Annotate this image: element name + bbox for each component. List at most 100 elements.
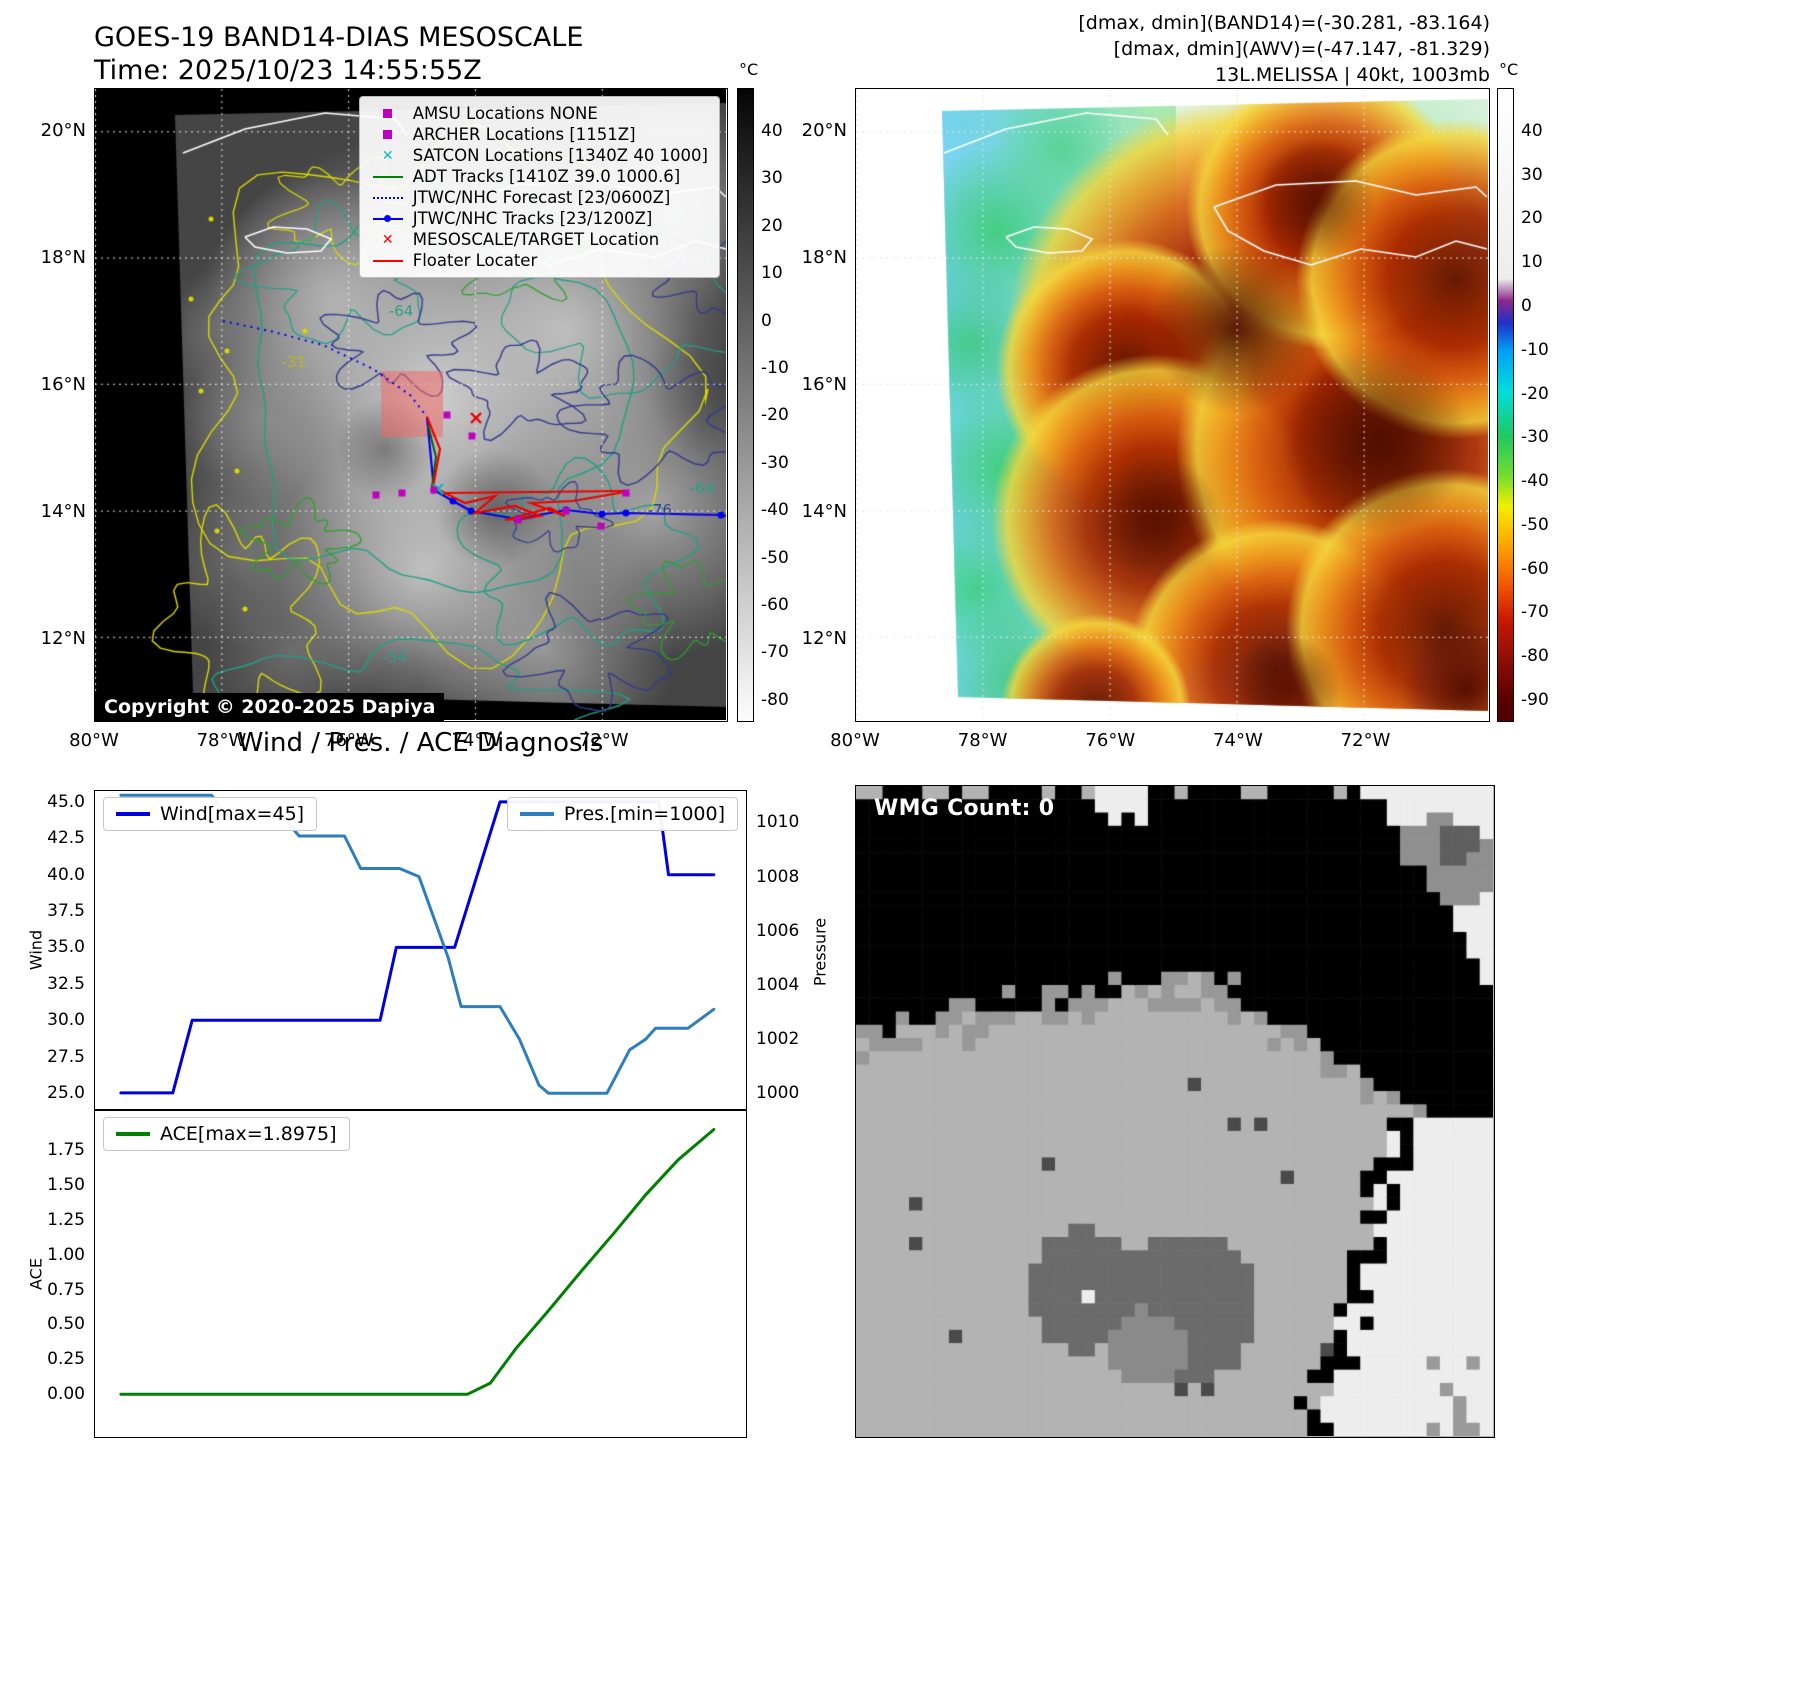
ace-axis-label: ACE xyxy=(26,1258,46,1290)
y-tick-label: 0.75 xyxy=(47,1279,85,1300)
y-tick-label: 1.75 xyxy=(47,1140,85,1161)
chart-legend: Pres.[min=1000] xyxy=(506,797,738,831)
line-marker-icon xyxy=(372,175,403,178)
legend-item: ARCHER Locations [1151Z] xyxy=(371,125,708,144)
awv-colorbar-unit: °C xyxy=(1499,60,1519,79)
contour-label: -54 xyxy=(382,647,407,666)
colorbar-tick-label: 30 xyxy=(1521,164,1543,185)
colorbar-tick-label: 30 xyxy=(761,168,783,189)
y-tick-label: 1.50 xyxy=(47,1174,85,1195)
colorbar-tick-label: -20 xyxy=(1521,383,1549,404)
lon-tick-label: 74°W xyxy=(1213,730,1263,751)
legend-marker xyxy=(371,259,405,262)
line-marker-icon xyxy=(372,259,403,262)
y2-tick-label: 1000 xyxy=(756,1083,800,1104)
legend-item-label: MESOSCALE/TARGET Location xyxy=(412,230,660,249)
legend-line-swatch xyxy=(116,1132,150,1136)
colorbar-tick-label: 10 xyxy=(761,263,783,284)
colorbar-tick-label: -60 xyxy=(761,595,789,615)
legend-item-label: ARCHER Locations [1151Z] xyxy=(412,125,636,144)
legend-line-swatch xyxy=(519,812,554,816)
y2-tick-label: 1006 xyxy=(756,920,800,941)
lon-tick-label: 72°W xyxy=(578,730,629,751)
x-marker-icon: ✕ xyxy=(381,147,394,164)
lon-tick-label: 78°W xyxy=(196,730,247,751)
legend-item-label: SATCON Locations [1340Z 40 1000] xyxy=(412,146,708,165)
copyright-label: Copyright © 2020-2025 Dapiya xyxy=(95,693,445,721)
wmg-count-label: WMG Count: 0 xyxy=(874,796,1055,821)
contour-label: -76 xyxy=(647,500,672,519)
colorbar-tick-label: -30 xyxy=(1521,427,1549,448)
colorbar-tick-label: -80 xyxy=(761,689,789,710)
legend-marker: ✕ xyxy=(371,233,405,247)
square-marker-icon xyxy=(383,109,393,118)
legend-marker xyxy=(371,109,405,118)
lat-tick-label: 18°N xyxy=(801,246,847,268)
awv-header-block: [dmax, dmin](BAND14)=(-30.281, -83.164) … xyxy=(1078,10,1490,88)
legend-label: ACE[max=1.8975] xyxy=(160,1123,337,1145)
legend-item: ✕ MESOSCALE/TARGET Location xyxy=(371,230,708,249)
chart-legend: ACE[max=1.8975] xyxy=(103,1117,350,1151)
lon-tick-label: 74°W xyxy=(451,730,502,751)
y-tick-label: 45.0 xyxy=(47,791,85,812)
legend-item: JTWC/NHC Tracks [23/1200Z] xyxy=(371,209,708,228)
ace-chart: 0.00 0.25 0.50 0.75 1.00 1.25 1.50 1.75 ACE[max=… xyxy=(47,1110,747,1438)
lat-tick-label: 14°N xyxy=(801,501,847,523)
y-tick-label: 30.0 xyxy=(47,1010,85,1031)
lat-tick-label: 18°N xyxy=(40,246,86,268)
lat-tick-label: 12°N xyxy=(801,627,847,649)
y2-tick-label: 1004 xyxy=(756,974,800,995)
colorbar-tick-label: -50 xyxy=(761,547,789,568)
legend-item-label: AMSU Locations NONE xyxy=(412,104,598,123)
legend-item: JTWC/NHC Forecast [23/0600Z] xyxy=(371,188,708,207)
y2-tick-label: 1008 xyxy=(756,866,800,887)
y2-tick-label: 1010 xyxy=(756,812,800,833)
chart-plot-area xyxy=(119,1128,716,1396)
diagnosis-title: Wind / Pres. / ACE Diagnosis xyxy=(237,728,604,758)
contour-label: -31 xyxy=(281,352,307,371)
lon-tick-label: 76°W xyxy=(324,730,374,751)
chart-legend: Wind[max=45] xyxy=(103,797,318,831)
lat-tick-label: 20°N xyxy=(801,119,847,141)
legend-item-label: Floater Locater xyxy=(412,251,538,270)
colorbar-tick-label: 0 xyxy=(761,310,772,331)
legend-label: Wind[max=45] xyxy=(160,803,305,825)
y-tick-label: 27.5 xyxy=(47,1046,85,1067)
band14-colorbar xyxy=(737,88,754,722)
colorbar-tick-label: -70 xyxy=(761,642,789,663)
colorbar-tick-label: -70 xyxy=(1521,602,1549,623)
colorbar-tick-label: -10 xyxy=(1521,339,1549,360)
y-tick-label: 37.5 xyxy=(47,901,85,922)
lat-tick-label: 14°N xyxy=(40,501,86,523)
awv-header-band14-range: [dmax, dmin](BAND14)=(-30.281, -83.164) xyxy=(1078,12,1490,34)
legend-item: ADT Tracks [1410Z 39.0 1000.6] xyxy=(371,167,708,186)
colorbar-tick-label: -50 xyxy=(1521,514,1549,535)
chart-plot-area xyxy=(119,793,716,1095)
wind-axis-label: Wind xyxy=(26,929,46,971)
x-marker-icon: ✕ xyxy=(381,231,394,248)
legend-line-swatch xyxy=(116,812,150,816)
colorbar-tick-label: 40 xyxy=(1521,120,1543,141)
line-marker-icon xyxy=(372,196,403,199)
legend-item: AMSU Locations NONE xyxy=(371,104,708,123)
y-tick-label: 1.25 xyxy=(47,1209,85,1230)
series-line xyxy=(119,800,716,1095)
dot-marker-icon xyxy=(383,215,391,222)
awv-satellite-image xyxy=(856,89,1488,720)
wind-pressure-chart: 25.0 27.5 30.0 32.5 35.0 37.5 40.0 42.5 45.0 1000… xyxy=(47,790,799,1110)
legend-marker xyxy=(371,175,405,178)
awv-header-awv-range: [dmax, dmin](AWV)=(-47.147, -81.329) xyxy=(1113,38,1490,60)
colorbar-tick-label: -40 xyxy=(1521,471,1549,492)
legend-marker: ✕ xyxy=(371,149,405,163)
legend-item-label: ADT Tracks [1410Z 39.0 1000.6] xyxy=(412,167,681,186)
lat-tick-label: 16°N xyxy=(40,373,86,395)
legend-item: ✕ SATCON Locations [1340Z 40 1000] xyxy=(371,146,708,165)
band14-title: GOES-19 BAND14-DIAS MESOSCALE xyxy=(94,22,584,53)
colorbar-tick-label: 10 xyxy=(1521,252,1543,273)
legend-marker xyxy=(371,196,405,199)
band14-legend-box: AMSU Locations NONE ARCHER Locations [115… xyxy=(358,96,720,278)
colorbar-tick-label: 20 xyxy=(1521,208,1543,229)
lat-tick-label: 20°N xyxy=(40,119,86,141)
lon-tick-label: 78°W xyxy=(957,730,1008,751)
